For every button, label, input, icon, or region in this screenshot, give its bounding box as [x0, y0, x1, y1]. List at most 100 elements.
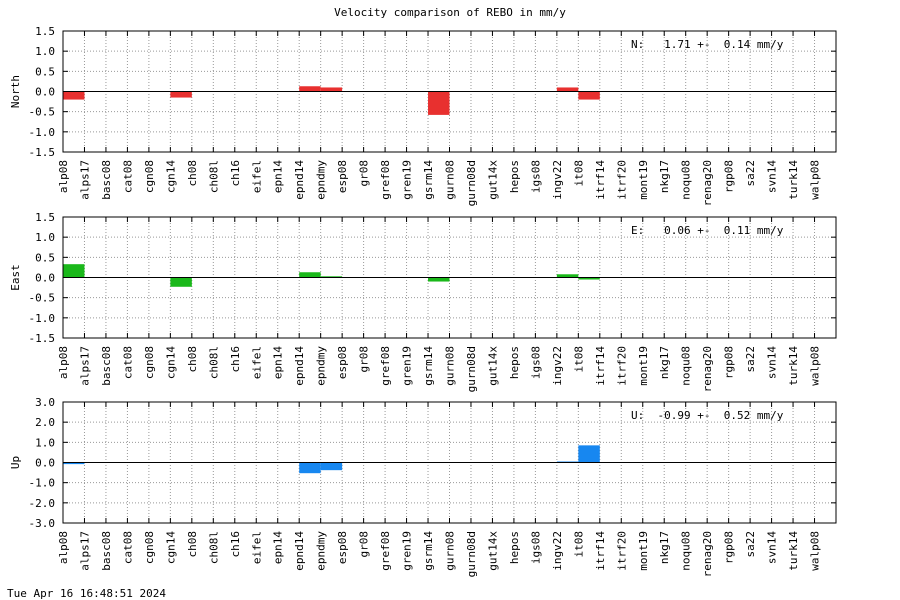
x-tick-label: gsrm14: [422, 346, 435, 386]
x-tick-label: ch08: [186, 160, 199, 187]
x-tick-label: cgn14: [164, 346, 177, 379]
y-tick-label: -1.0: [29, 477, 56, 490]
x-tick-label: mont19: [637, 531, 650, 571]
x-tick-label: alps17: [78, 160, 91, 200]
x-tick-label: ch16: [229, 346, 242, 373]
x-tick-label: hepos: [508, 160, 521, 193]
x-tick-label: svn14: [766, 160, 779, 193]
chart-title: Velocity comparison of REBO in mm/y: [334, 6, 566, 19]
x-tick-label: noqu08: [680, 160, 693, 200]
bar-alp08: [63, 91, 85, 100]
y-tick-label: -0.5: [29, 106, 56, 119]
x-tick-label: ingv22: [551, 346, 564, 386]
bar-it08: [578, 91, 600, 100]
x-tick-label: ch08l: [207, 531, 220, 564]
x-tick-label: gref08: [379, 346, 392, 386]
x-tick-label: sa22: [744, 346, 757, 373]
x-tick-label: sa22: [744, 160, 757, 187]
x-tick-label: cgn08: [143, 160, 156, 193]
x-tick-label: basc08: [100, 531, 113, 571]
y-tick-label: 0.0: [35, 272, 55, 285]
y-tick-label: -1.5: [29, 332, 56, 345]
y-tick-label: 0.0: [35, 86, 55, 99]
x-tick-label: mont19: [637, 346, 650, 386]
timestamp: Tue Apr 16 16:48:51 2024: [7, 587, 166, 600]
x-tick-label: itrf20: [615, 160, 628, 200]
x-tick-label: igs08: [529, 531, 542, 564]
x-tick-label: renag20: [701, 531, 714, 577]
x-tick-label: gr08: [358, 160, 371, 187]
y-tick-label: -0.5: [29, 292, 56, 305]
x-tick-label: walp08: [809, 346, 822, 386]
x-tick-label: igs08: [529, 160, 542, 193]
x-tick-label: noqu08: [680, 531, 693, 571]
x-tick-label: rgp08: [723, 346, 736, 379]
x-tick-label: itrf14: [594, 346, 607, 386]
x-tick-label: epndmy: [315, 531, 328, 571]
bar-gsrm14: [428, 91, 450, 115]
x-tick-label: svn14: [766, 346, 779, 379]
x-tick-label: nkg17: [658, 346, 671, 379]
bar-cgn14: [170, 277, 192, 287]
x-tick-label: walp08: [809, 160, 822, 200]
x-tick-label: alps17: [78, 346, 91, 386]
x-tick-label: itrf14: [594, 160, 607, 200]
x-tick-label: hepos: [508, 531, 521, 564]
y-tick-label: -1.0: [29, 126, 56, 139]
x-tick-label: gren19: [401, 346, 414, 386]
summary-text: E: 0.06 +- 0.11 mm/y: [631, 224, 784, 237]
x-tick-label: gref08: [379, 160, 392, 200]
bar-epnd14: [299, 272, 321, 278]
y-tick-label: 1.0: [35, 45, 55, 58]
x-tick-label: cgn14: [164, 160, 177, 193]
x-tick-label: itrf14: [594, 531, 607, 571]
x-tick-label: gurn08d: [465, 160, 478, 206]
x-tick-label: gren19: [401, 160, 414, 200]
bar-ingv22: [556, 87, 579, 92]
x-tick-label: sa22: [744, 531, 757, 558]
x-tick-label: walp08: [809, 531, 822, 571]
x-tick-label: ch08l: [207, 160, 220, 193]
x-tick-label: esp08: [336, 160, 349, 193]
y-axis-label: East: [9, 264, 22, 291]
x-tick-label: eifel: [250, 346, 263, 379]
x-tick-label: rgp08: [723, 531, 736, 564]
x-tick-label: ingv22: [551, 160, 564, 200]
x-tick-label: alps17: [78, 531, 91, 571]
x-tick-label: gut14x: [486, 160, 499, 200]
x-tick-label: renag20: [701, 346, 714, 392]
x-tick-label: ch16: [229, 160, 242, 187]
x-tick-label: cgn14: [164, 531, 177, 564]
bar-epnd14: [299, 462, 321, 474]
x-tick-label: gr08: [358, 531, 371, 558]
x-tick-label: gurn08d: [465, 531, 478, 577]
x-tick-label: nkg17: [658, 160, 671, 193]
x-tick-label: cgn08: [143, 531, 156, 564]
x-tick-label: gut14x: [486, 531, 499, 571]
summary-text: N: 1.71 +- 0.14 mm/y: [631, 38, 784, 51]
x-tick-label: epn14: [272, 531, 285, 564]
x-tick-label: alp08: [57, 346, 70, 379]
bar-ingv22: [556, 461, 579, 463]
y-tick-label: -1.0: [29, 312, 56, 325]
x-tick-label: epn14: [272, 160, 285, 193]
x-tick-label: itrf20: [615, 531, 628, 571]
x-tick-label: ingv22: [551, 531, 564, 571]
y-tick-label: 1.5: [35, 25, 55, 38]
y-tick-label: 1.5: [35, 211, 55, 224]
x-tick-label: gurn08: [444, 346, 457, 386]
x-tick-label: alp08: [57, 160, 70, 193]
bar-epndmy: [320, 87, 343, 92]
y-tick-label: 1.0: [35, 436, 55, 449]
bar-epndmy: [320, 276, 343, 278]
x-tick-label: cat08: [121, 346, 134, 379]
x-tick-label: gr08: [358, 346, 371, 373]
y-tick-label: -2.0: [29, 497, 56, 510]
y-tick-label: 2.0: [35, 416, 55, 429]
x-tick-label: esp08: [336, 531, 349, 564]
summary-text: U: -0.99 +- 0.52 mm/y: [631, 409, 784, 422]
bar-it08: [578, 445, 600, 463]
y-tick-label: -3.0: [29, 517, 56, 530]
x-tick-label: ch08l: [207, 346, 220, 379]
